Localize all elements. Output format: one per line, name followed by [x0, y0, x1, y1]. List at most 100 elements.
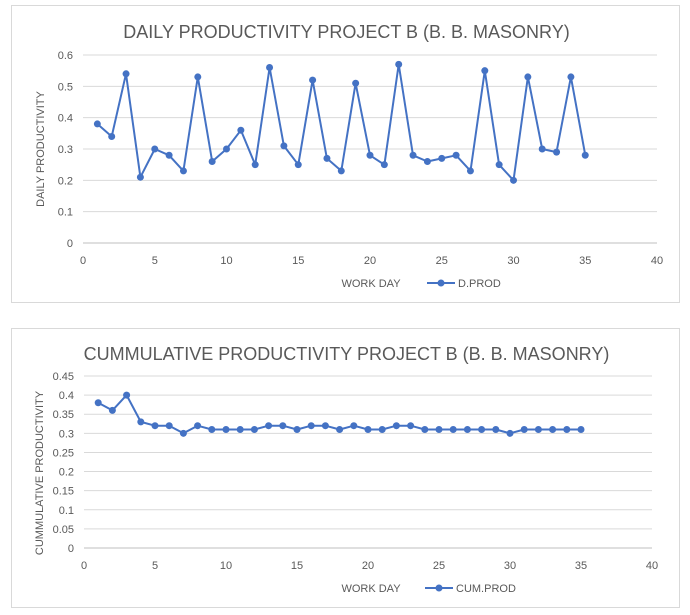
x-tick-label: 30	[507, 255, 519, 267]
data-point	[463, 426, 471, 434]
y-tick-label: 0.5	[58, 81, 73, 93]
y-axis-title: DAILY PRODUCTIVITY	[35, 90, 47, 206]
gridlines	[84, 375, 652, 549]
data-point	[223, 145, 230, 153]
y-tick-label: 0.15	[53, 486, 74, 498]
data-point	[237, 126, 245, 134]
data-point	[524, 73, 532, 81]
data-point	[421, 426, 429, 434]
data-point	[409, 151, 417, 159]
data-point	[492, 426, 500, 434]
data-point	[165, 422, 173, 430]
data-point	[520, 426, 528, 434]
y-tick-label: 0.4	[59, 390, 74, 402]
x-tick-label: 5	[152, 560, 158, 572]
data-point	[265, 422, 273, 430]
chart-title: CUMMULATIVE PRODUCTIVITY PROJECT B (B. B…	[84, 344, 610, 364]
y-tick-label: 0.4	[58, 113, 73, 125]
gridlines	[83, 54, 657, 244]
data-point	[366, 151, 374, 159]
y-tick-label: 0.25	[53, 447, 74, 459]
x-axis-title: WORK DAY	[341, 583, 401, 595]
x-tick-label: 15	[291, 560, 303, 572]
data-point	[93, 120, 101, 128]
data-point	[423, 158, 431, 166]
y-tick-label: 0	[68, 543, 74, 555]
data-point	[309, 76, 317, 84]
data-point	[510, 176, 517, 184]
y-tick-label: 0.6	[58, 50, 73, 62]
y-tick-label: 0.2	[59, 467, 74, 479]
legend: CUM.PROD	[425, 583, 516, 595]
data-point	[466, 167, 474, 175]
data-point	[94, 399, 102, 407]
x-tick-label: 40	[646, 560, 658, 572]
x-tick-label: 20	[362, 560, 374, 572]
y-tick-label: 0.05	[53, 524, 74, 536]
data-point	[452, 151, 460, 159]
legend: D.PROD	[427, 278, 501, 290]
data-point	[122, 70, 130, 78]
data-point	[380, 161, 388, 169]
x-tick-label: 20	[364, 255, 376, 267]
data-point	[236, 426, 244, 434]
data-point	[538, 145, 546, 153]
x-axis-title: WORK DAY	[341, 278, 401, 290]
data-point	[323, 154, 331, 162]
y-tick-label: 0.3	[59, 428, 74, 440]
data-point	[208, 158, 216, 166]
data-point	[137, 418, 145, 426]
data-point	[222, 426, 230, 434]
data-point	[577, 426, 585, 434]
data-point	[549, 426, 557, 434]
x-tick-label: 30	[504, 560, 516, 572]
x-tick-label: 10	[220, 560, 232, 572]
x-tick-label: 40	[651, 255, 663, 267]
data-point	[534, 426, 542, 434]
legend-marker	[437, 279, 445, 287]
legend-label: CUM.PROD	[456, 583, 516, 595]
data-point	[279, 422, 287, 430]
x-tick-label: 25	[433, 560, 445, 572]
data-point	[179, 429, 187, 437]
x-tick-label: 0	[80, 255, 86, 267]
daily-productivity-svg: DAILY PRODUCTIVITY PROJECT B (B. B. MASO…	[35, 22, 663, 290]
data-point	[581, 151, 589, 159]
data-point	[194, 73, 202, 81]
data-point	[449, 426, 457, 434]
x-tick-label: 35	[575, 560, 587, 572]
data-point	[495, 161, 503, 169]
data-point	[350, 422, 358, 430]
data-point	[438, 154, 446, 162]
data-point	[108, 406, 116, 414]
y-axis-title: CUMMULATIVE PRODUCTIVITY	[34, 390, 46, 555]
data-point	[563, 426, 571, 434]
data-point	[294, 161, 302, 169]
data-point	[151, 145, 159, 153]
daily-productivity-chart: DAILY PRODUCTIVITY PROJECT B (B. B. MASO…	[11, 5, 680, 303]
legend-label: D.PROD	[458, 278, 501, 290]
data-point	[251, 161, 259, 169]
data-point	[151, 422, 159, 430]
y-tick-label: 0.45	[53, 371, 74, 383]
data-point	[378, 426, 386, 434]
data-point	[407, 422, 415, 430]
data-point	[165, 151, 173, 159]
y-tick-label: 0.3	[58, 144, 73, 156]
data-point	[567, 73, 575, 81]
data-point	[307, 422, 315, 430]
data-point	[208, 426, 216, 434]
x-tick-label: 0	[81, 560, 87, 572]
y-tick-label: 0	[67, 238, 73, 250]
chart-title: DAILY PRODUCTIVITY PROJECT B (B. B. MASO…	[123, 22, 569, 42]
x-tick-label: 10	[220, 255, 232, 267]
legend-marker	[435, 584, 443, 592]
x-tick-label: 15	[292, 255, 304, 267]
data-point	[266, 64, 274, 72]
data-point	[136, 173, 144, 181]
data-point	[553, 148, 561, 156]
data-point	[293, 426, 301, 434]
data-point	[392, 422, 400, 430]
data-point	[364, 426, 372, 434]
y-tick-label: 0.2	[58, 175, 73, 187]
